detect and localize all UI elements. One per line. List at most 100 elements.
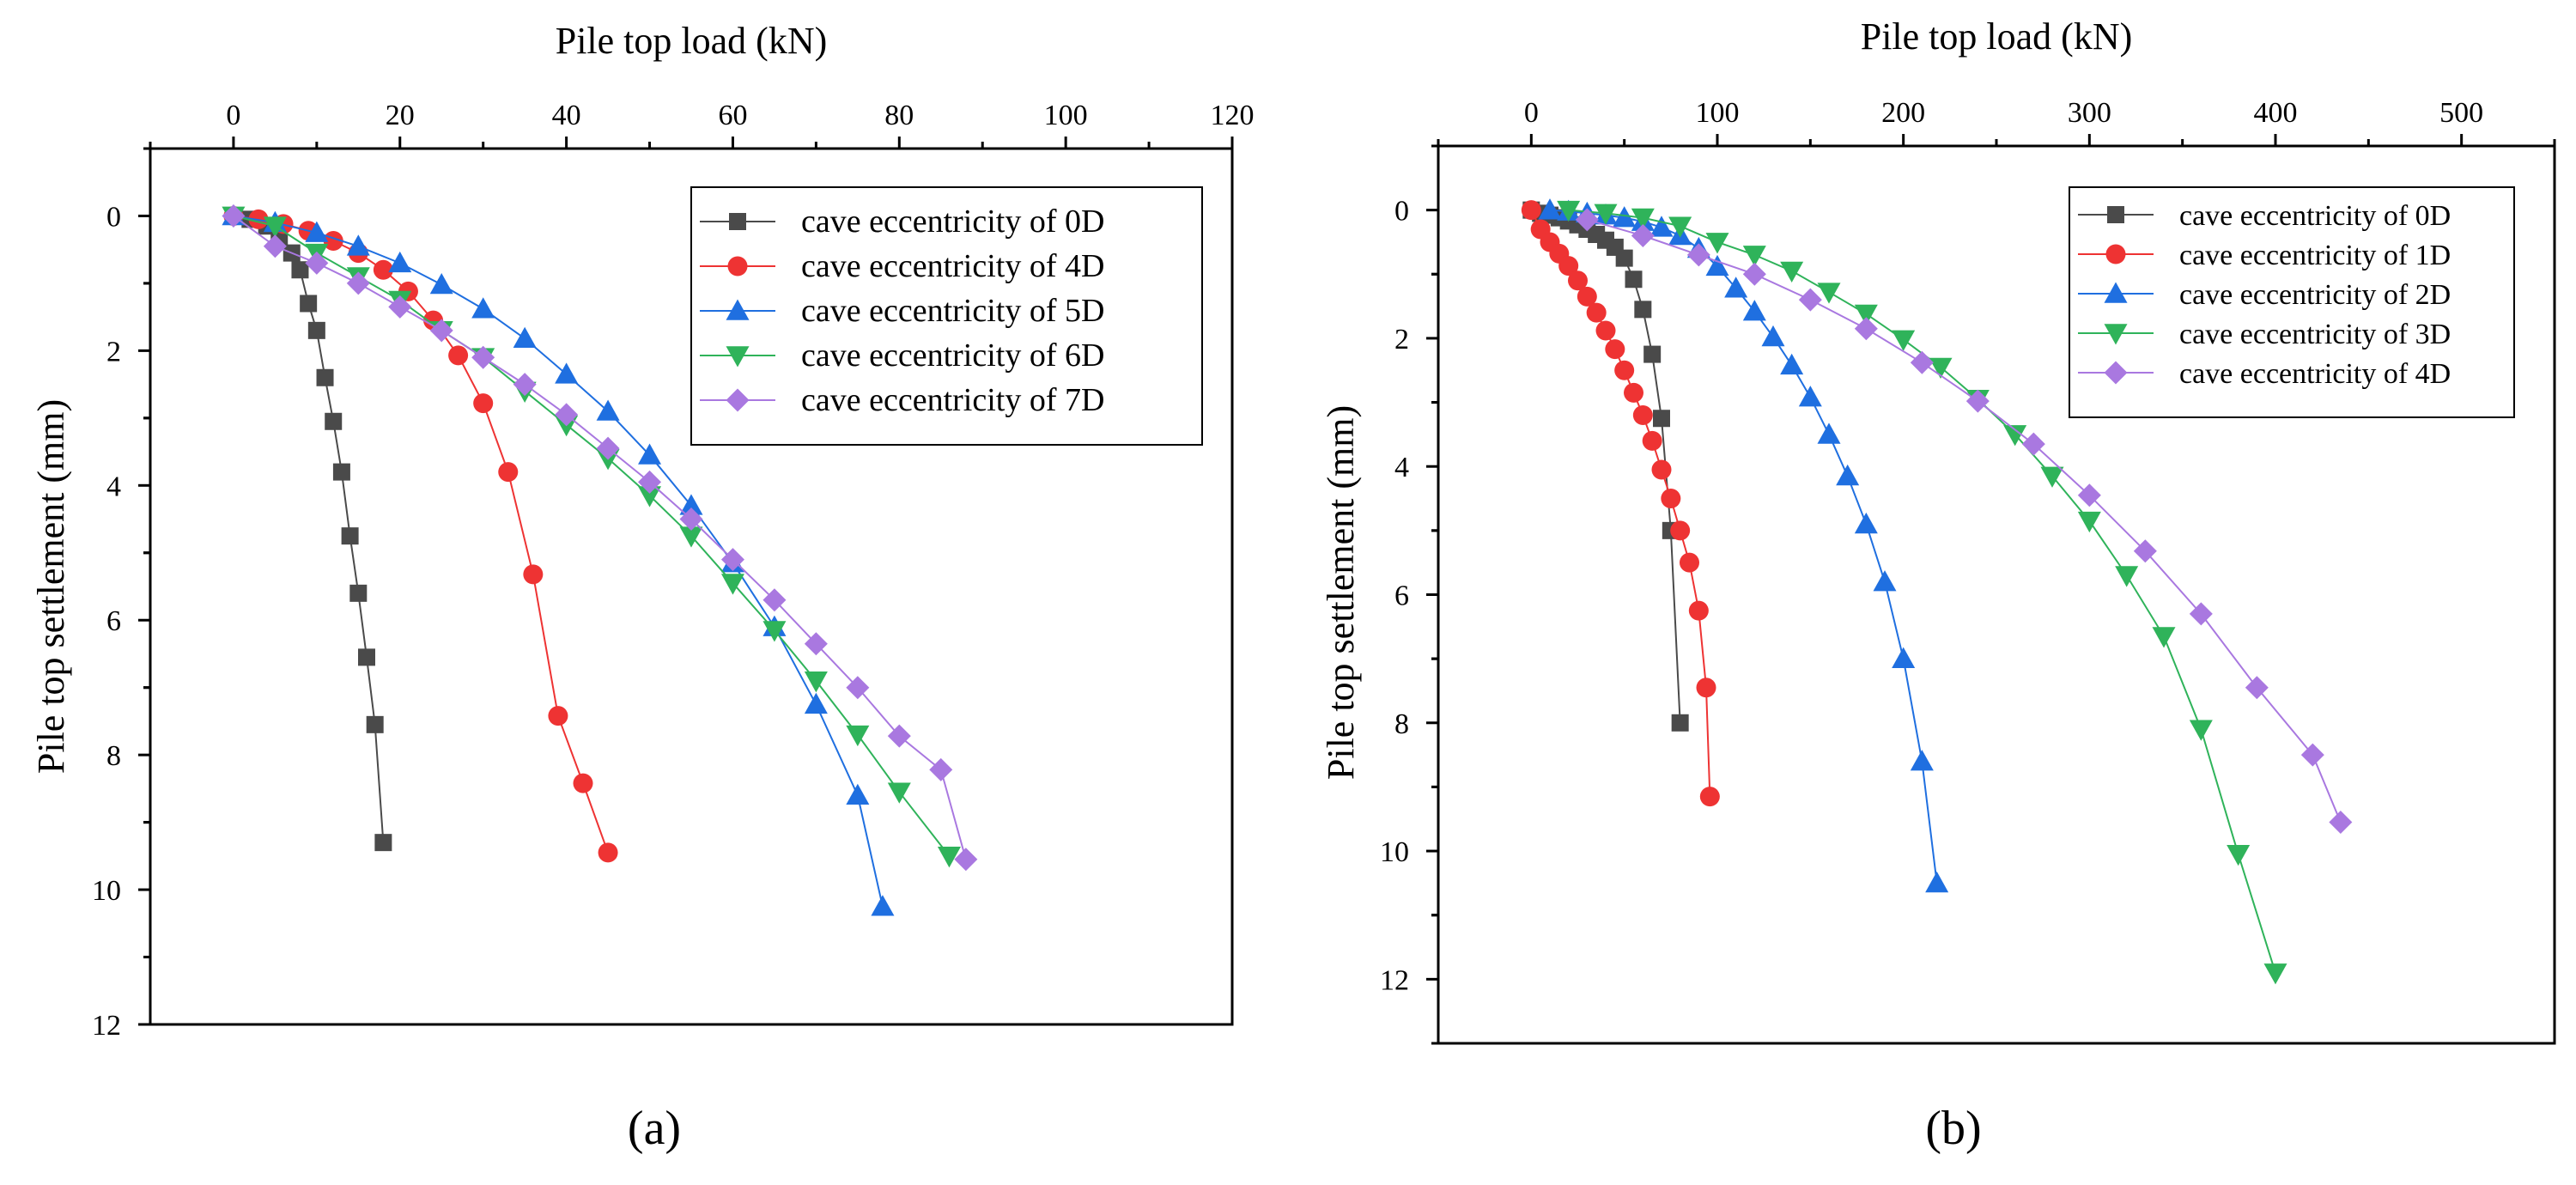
- data-point: [1605, 339, 1625, 360]
- legend-marker: [2107, 206, 2124, 223]
- legend-item: cave eccentricity of 4D: [700, 248, 1104, 284]
- y-tick-label: 6: [106, 605, 121, 637]
- data-point: [1614, 360, 1635, 380]
- y-axis-title: Pile top settlement (mm): [1320, 405, 1362, 780]
- data-point: [1705, 233, 1729, 254]
- data-point: [2003, 425, 2027, 447]
- y-tick-label: 4: [1394, 452, 1409, 483]
- legend-item: cave eccentricity of 0D: [700, 204, 1104, 240]
- data-point: [1642, 430, 1662, 451]
- y-tick-label: 2: [106, 336, 121, 368]
- data-point: [2077, 511, 2101, 533]
- panel-label: (a): [628, 1102, 681, 1155]
- data-point: [1631, 224, 1655, 247]
- data-point: [1798, 386, 1822, 407]
- data-point: [1686, 243, 1710, 267]
- data-point: [2263, 963, 2287, 985]
- plot-area-frame: [149, 147, 1234, 1026]
- data-point: [1705, 254, 1729, 276]
- y-tick-label: 0: [1394, 196, 1409, 228]
- data-point: [679, 507, 703, 532]
- data-point: [2245, 676, 2269, 700]
- data-point: [2115, 566, 2139, 587]
- data-point: [1780, 261, 1804, 283]
- data-point: [471, 297, 495, 319]
- data-point: [1586, 302, 1607, 323]
- data-point: [2300, 743, 2324, 767]
- legend-marker: [2104, 361, 2128, 385]
- data-point: [1817, 422, 1841, 444]
- legend-label: cave eccentricity of 4D: [2179, 358, 2451, 390]
- legend-marker: [726, 388, 750, 412]
- data-point: [1594, 204, 1618, 225]
- data-point: [1653, 410, 1670, 428]
- legend-label: cave eccentricity of 4D: [801, 248, 1104, 284]
- data-point: [1910, 350, 1934, 374]
- y-tick-label: 8: [1394, 708, 1409, 740]
- data-point: [1798, 288, 1822, 312]
- data-point: [307, 321, 325, 339]
- x-tick-label: 0: [226, 100, 240, 131]
- data-point: [720, 548, 744, 572]
- y-tick-label: 4: [106, 471, 121, 502]
- data-point: [1615, 249, 1633, 267]
- legend-label: cave eccentricity of 5D: [801, 293, 1104, 329]
- legend-label: cave eccentricity of 1D: [2179, 240, 2451, 271]
- data-point: [448, 345, 469, 366]
- data-point: [1699, 787, 1720, 807]
- data-point: [325, 412, 343, 430]
- data-point: [954, 848, 978, 872]
- legend-item: cave eccentricity of 4D: [2078, 358, 2451, 390]
- data-point: [804, 692, 828, 714]
- data-point: [305, 221, 329, 242]
- legend-item: cave eccentricity of 1D: [2078, 240, 2451, 271]
- data-point: [1761, 325, 1785, 347]
- data-point: [222, 204, 246, 228]
- x-tick-label: 200: [1881, 97, 1925, 129]
- data-point: [513, 326, 537, 349]
- x-tick-label: 100: [1696, 97, 1740, 129]
- data-point: [2189, 602, 2213, 626]
- data-point: [388, 295, 412, 319]
- data-point: [1668, 216, 1692, 238]
- series-cave-eccentricity-of-7d: [222, 204, 978, 872]
- data-point: [498, 462, 519, 483]
- legend-label: cave eccentricity of 6D: [801, 337, 1104, 374]
- data-point: [762, 621, 787, 642]
- series-line: [1549, 209, 1938, 884]
- legend-marker: [726, 346, 750, 368]
- data-point: [2077, 483, 2101, 507]
- data-point: [1577, 286, 1597, 307]
- legend-box: [2069, 186, 2515, 418]
- data-point: [1780, 353, 1804, 375]
- data-point: [1680, 552, 1699, 573]
- data-point: [1521, 200, 1541, 221]
- x-axis-title: Pile top load (kN): [1861, 15, 2133, 58]
- legend-marker: [2104, 324, 2128, 345]
- data-point: [573, 773, 593, 793]
- data-point: [887, 724, 911, 748]
- data-point: [1965, 389, 1990, 413]
- data-point: [804, 672, 828, 693]
- data-point: [638, 486, 662, 507]
- data-point: [1538, 198, 1562, 220]
- data-point: [887, 782, 911, 804]
- data-point: [1910, 750, 1934, 771]
- x-tick-label: 0: [1524, 97, 1539, 129]
- x-tick-label: 80: [884, 100, 914, 131]
- legend-marker: [727, 256, 748, 276]
- y-tick-label: 12: [92, 1010, 121, 1042]
- chart-panel-b: 0 100 200 300 400 500 0 2 4 6 8 10 12 Pile top load …: [1320, 15, 2556, 1155]
- y-axis-title: Pile top settlement (mm): [30, 399, 72, 774]
- legend-label: cave eccentricity of 0D: [801, 204, 1104, 240]
- x-tick-label: 500: [2439, 97, 2483, 129]
- panel-label: (b): [1925, 1102, 1981, 1155]
- legend-item: cave eccentricity of 0D: [2078, 200, 2451, 232]
- x-tick-label: 400: [2254, 97, 2298, 129]
- data-point: [2040, 466, 2064, 488]
- data-point: [358, 648, 375, 666]
- data-point: [1613, 206, 1637, 228]
- y-tick-label: 2: [1394, 324, 1409, 356]
- data-point: [1696, 678, 1716, 698]
